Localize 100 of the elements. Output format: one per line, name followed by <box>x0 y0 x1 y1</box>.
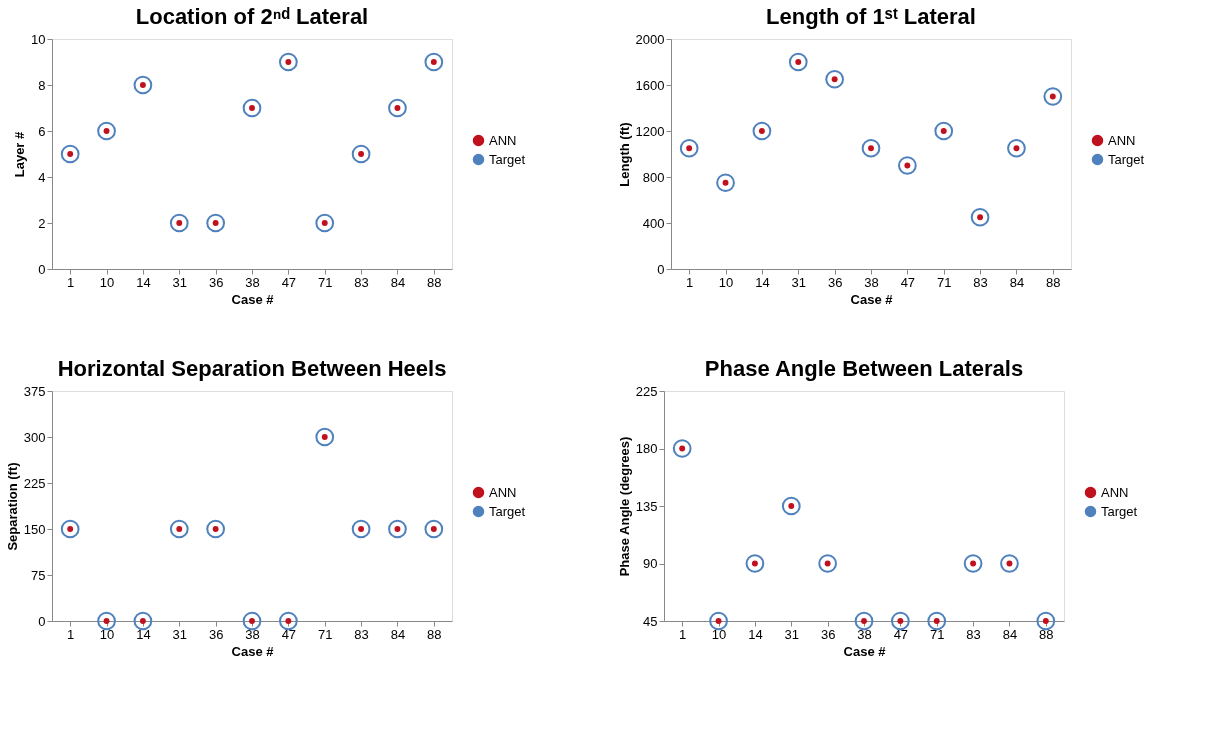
x-tick-label: 1 <box>686 274 694 290</box>
point <box>279 611 298 631</box>
point <box>818 554 837 573</box>
point <box>97 121 116 141</box>
point <box>1000 554 1019 573</box>
legend-label: ANN <box>489 484 517 500</box>
y-tick-label: 0 <box>657 261 665 277</box>
y-tick-label: 135 <box>635 498 658 514</box>
x-tick-label: 36 <box>208 626 224 642</box>
y-tick-label: 4 <box>38 169 46 185</box>
x-tick-label: 38 <box>245 626 260 642</box>
y-tick-label: 0 <box>38 261 46 277</box>
y-axis-title: Phase Angle (degrees) <box>616 436 632 577</box>
x-axis-title: Case # <box>231 291 275 307</box>
x-axis-title: Case # <box>850 291 894 307</box>
y-tick-label: 1600 <box>635 77 665 93</box>
point <box>206 519 225 539</box>
point <box>315 213 335 233</box>
y-tick-label: 225 <box>23 475 46 491</box>
x-tick-label: 14 <box>136 274 151 290</box>
y-axis-title: Length (ft) <box>616 122 632 187</box>
point <box>133 611 153 631</box>
x-tick-label: 83 <box>966 626 981 642</box>
chart-title: Location of 2ⁿᵈ Lateral <box>135 4 369 29</box>
x-tick-label: 47 <box>893 626 909 642</box>
y-tick-label: 90 <box>643 556 658 571</box>
x-tick-label: 88 <box>427 626 442 642</box>
y-tick-label: 0 <box>38 613 46 629</box>
x-tick-label: 36 <box>208 274 224 290</box>
legend-label: ANN <box>1108 132 1136 148</box>
point <box>927 611 947 631</box>
point <box>781 496 801 516</box>
y-tick-label: 300 <box>23 429 46 445</box>
point <box>861 138 881 158</box>
legend-label: Target <box>1101 503 1138 519</box>
x-tick-label: 10 <box>99 626 115 642</box>
x-tick-label: 83 <box>354 274 369 290</box>
point <box>279 52 298 72</box>
point <box>825 69 844 89</box>
chart-title: Length of 1ˢᵗ Lateral <box>766 4 976 29</box>
point <box>97 611 116 631</box>
point <box>891 611 910 631</box>
point <box>424 519 444 539</box>
x-tick-label: 71 <box>317 626 333 642</box>
x-tick-label: 1 <box>67 626 75 642</box>
chart-title: Horizontal Separation Between Heels <box>57 356 447 381</box>
x-tick-label: 83 <box>354 626 369 642</box>
point <box>388 519 407 539</box>
x-tick-label: 83 <box>973 274 988 290</box>
x-tick-label: 14 <box>748 626 763 642</box>
point <box>169 519 189 539</box>
y-tick-label: 1200 <box>635 123 665 139</box>
x-tick-label: 88 <box>1046 274 1061 290</box>
point <box>716 173 735 193</box>
point <box>672 439 692 458</box>
y-tick-label: 2 <box>38 215 46 231</box>
x-axis-title: Case # <box>843 643 887 659</box>
point <box>351 144 371 164</box>
point <box>963 554 983 573</box>
point <box>709 611 728 631</box>
y-tick-label: 75 <box>31 567 46 583</box>
point <box>898 156 917 175</box>
y-tick-label: 8 <box>38 77 46 93</box>
x-tick-label: 31 <box>784 626 800 642</box>
y-tick-label: 2000 <box>635 31 665 47</box>
point <box>242 98 262 118</box>
x-tick-label: 36 <box>827 274 843 290</box>
chart-title: Phase Angle Between Laterals <box>704 356 1024 381</box>
x-tick-label: 31 <box>172 274 188 290</box>
legend-label: Target <box>1108 151 1145 167</box>
y-tick-label: 800 <box>642 169 665 185</box>
x-tick-label: 88 <box>427 274 442 290</box>
point <box>1007 138 1026 158</box>
point <box>242 611 262 631</box>
x-tick-label: 10 <box>711 626 727 642</box>
point <box>60 144 80 164</box>
point <box>388 98 407 118</box>
x-tick-label: 1 <box>679 626 687 642</box>
x-tick-label: 71 <box>317 274 333 290</box>
x-axis-title: Case # <box>231 643 275 659</box>
x-tick-label: 31 <box>791 274 807 290</box>
y-tick-label: 400 <box>642 215 665 231</box>
x-tick-label: 47 <box>281 274 297 290</box>
point <box>424 52 444 72</box>
point <box>60 519 80 539</box>
x-tick-label: 14 <box>755 274 770 290</box>
y-tick-label: 225 <box>635 383 658 399</box>
x-tick-label: 71 <box>936 274 952 290</box>
point <box>745 554 765 573</box>
point <box>1043 87 1063 106</box>
x-tick-label: 10 <box>99 274 115 290</box>
point <box>788 52 808 72</box>
x-tick-label: 71 <box>929 626 945 642</box>
y-tick-label: 6 <box>38 123 46 139</box>
point <box>315 427 335 447</box>
y-tick-label: 180 <box>635 441 658 456</box>
x-tick-label: 84 <box>1002 626 1018 642</box>
x-tick-label: 14 <box>136 626 151 642</box>
y-tick-label: 375 <box>23 383 46 399</box>
point <box>206 213 225 233</box>
